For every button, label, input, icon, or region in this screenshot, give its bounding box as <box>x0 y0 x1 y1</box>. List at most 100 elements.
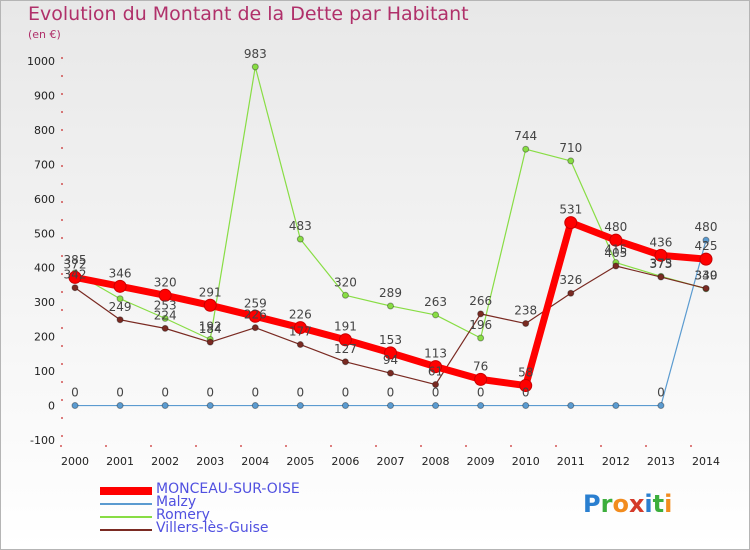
data-point <box>68 270 82 284</box>
data-label: 372 <box>64 257 87 271</box>
legend-swatch <box>100 529 152 531</box>
data-label: 153 <box>379 333 402 347</box>
y-tick-label: 600 <box>34 193 55 206</box>
x-tick-label: 2004 <box>241 455 269 468</box>
data-point <box>477 402 485 410</box>
data-labels: 0 0 0 0 0 0 0 0 0 0 0 0 480 385 253 192 983 483 320 289 263 1… <box>64 47 718 400</box>
data-point <box>702 236 710 244</box>
data-point <box>612 402 620 410</box>
logo-letter: o <box>612 490 629 518</box>
data-label: 339 <box>695 269 718 283</box>
data-label: 289 <box>379 286 402 300</box>
legend-swatch <box>100 516 152 518</box>
logo-letter: t <box>652 490 665 518</box>
data-label: 436 <box>649 235 672 249</box>
data-label: 483 <box>289 219 312 233</box>
data-label: 375 <box>649 256 672 270</box>
axes: -100010020030040050060070080090010002000… <box>27 55 720 468</box>
data-label: 405 <box>604 246 627 260</box>
logo-letter: i <box>644 490 653 518</box>
x-tick-label: 2000 <box>61 455 89 468</box>
data-label: 226 <box>244 308 267 322</box>
data-point <box>432 381 440 389</box>
data-point <box>71 402 79 410</box>
data-label: 249 <box>109 300 132 314</box>
data-point <box>293 321 307 335</box>
data-point <box>384 346 397 360</box>
data-point <box>341 291 349 299</box>
data-label: 177 <box>289 325 312 339</box>
data-label: 224 <box>154 308 177 322</box>
legend-swatch <box>100 487 152 495</box>
legend-item: MONCEAU-SUR-OISE <box>100 481 400 497</box>
proxiti-logo: Proxiti <box>583 490 672 518</box>
data-point <box>116 295 124 303</box>
data-point <box>161 314 169 322</box>
data-label: 58 <box>518 366 533 380</box>
y-tick-label: 700 <box>34 158 55 171</box>
data-point <box>248 309 262 323</box>
legend-label: Romery <box>156 507 210 523</box>
chart-subtitle: (en €) <box>28 28 61 41</box>
data-label: 263 <box>424 295 447 309</box>
legend-item: Villers-lès-Guise <box>100 520 400 536</box>
data-point <box>161 402 169 410</box>
data-point <box>296 341 304 349</box>
data-label: 326 <box>559 273 582 287</box>
data-point <box>387 302 394 310</box>
data-label: 61 <box>428 365 443 379</box>
data-point <box>429 360 443 374</box>
x-tick-label: 2001 <box>106 455 134 468</box>
x-tick-label: 2009 <box>467 455 495 468</box>
x-tick-label: 2011 <box>557 455 585 468</box>
y-tick-label: 1000 <box>27 55 55 68</box>
data-label: 94 <box>383 353 398 367</box>
series-line <box>75 240 707 407</box>
x-tick-label: 2014 <box>692 455 720 468</box>
legend: MONCEAU-SUR-OISE Malzy Romery Villers-lès-G… <box>100 481 400 536</box>
data-point <box>251 402 259 410</box>
data-point <box>474 372 488 386</box>
data-point <box>158 288 172 302</box>
data-point <box>161 324 169 332</box>
data-label: 425 <box>695 239 718 253</box>
data-point <box>477 310 485 318</box>
data-label: 196 <box>469 318 492 332</box>
data-label: 191 <box>334 320 357 334</box>
data-label: 0 <box>71 386 79 400</box>
data-point <box>519 379 533 393</box>
data-point <box>432 402 440 410</box>
x-tick-label: 2003 <box>196 455 224 468</box>
data-label: 0 <box>477 386 485 400</box>
data-point <box>657 273 665 281</box>
x-tick-label: 2005 <box>286 455 314 468</box>
data-label: 0 <box>657 386 665 400</box>
data-label: 0 <box>387 386 395 400</box>
y-tick-label: 900 <box>34 89 55 102</box>
data-label: 983 <box>244 47 267 61</box>
x-tick-label: 2006 <box>331 455 359 468</box>
legend-label: MONCEAU-SUR-OISE <box>156 481 300 497</box>
data-point <box>113 279 127 293</box>
data-label: 226 <box>289 308 312 322</box>
legend-label: Villers-lès-Guise <box>156 520 269 536</box>
data-label: 0 <box>116 386 124 400</box>
data-label: 385 <box>64 253 87 267</box>
data-point <box>657 402 665 410</box>
y-tick-label: 300 <box>34 296 55 309</box>
data-point <box>612 262 620 270</box>
data-point <box>654 248 668 262</box>
data-point <box>296 235 304 243</box>
data-label: 480 <box>695 220 718 234</box>
data-point <box>206 402 214 410</box>
data-label: 0 <box>206 386 214 400</box>
data-label: 76 <box>473 359 488 373</box>
data-point <box>116 402 124 410</box>
data-label: 259 <box>244 296 267 310</box>
x-tick-label: 2013 <box>647 455 675 468</box>
x-tick-label: 2007 <box>377 455 405 468</box>
legend-item: Romery <box>100 507 400 523</box>
data-point <box>251 63 259 71</box>
